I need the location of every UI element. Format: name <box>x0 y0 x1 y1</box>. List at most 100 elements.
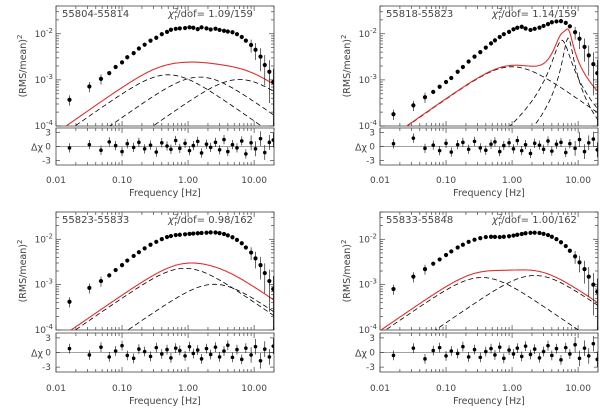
residual-point <box>515 346 520 350</box>
data-point <box>164 234 170 240</box>
data-point <box>217 231 222 236</box>
chi-subscript: r <box>498 220 501 228</box>
residual-point <box>154 150 159 154</box>
data-point <box>483 45 488 50</box>
residual-point <box>249 353 253 357</box>
data-point <box>136 250 141 255</box>
y-tick-label: 10-2 <box>35 232 53 245</box>
y-axis-label-text: (RMS/mean) <box>342 39 353 97</box>
y-tick-exponent: -4 <box>370 119 378 127</box>
data-point <box>541 23 546 29</box>
data-point <box>523 231 528 236</box>
data-point <box>262 270 267 276</box>
data-point <box>422 95 428 100</box>
model-component-curve <box>434 275 598 330</box>
residual-point <box>537 356 542 360</box>
x-tick-label: 1.00 <box>502 176 522 186</box>
residual-point <box>137 347 141 351</box>
data-point <box>511 27 516 32</box>
y-tick-label: 10-3 <box>359 278 377 291</box>
residual-point <box>437 148 442 153</box>
data-layer <box>67 25 274 126</box>
residual-point <box>478 146 483 150</box>
data-point <box>262 62 267 68</box>
y-axis-label: (RMS/mean)2 <box>340 35 353 98</box>
data-layer <box>391 19 598 126</box>
data-point <box>221 28 227 33</box>
data-point <box>443 79 449 85</box>
y-tick-label: 10-4 <box>359 323 378 336</box>
residual-point <box>235 347 239 352</box>
chi-square-label: χ2 r/dof= 1.09/159 <box>167 7 253 22</box>
data-point <box>532 230 537 235</box>
data-point <box>182 232 188 237</box>
residual-point <box>444 354 448 358</box>
data-point <box>173 26 178 31</box>
residual-point <box>87 353 92 357</box>
model-component-curve <box>509 39 598 126</box>
residual-point <box>511 352 516 356</box>
data-point <box>248 250 254 255</box>
residual-point <box>271 138 274 142</box>
residual-point <box>99 148 103 152</box>
data-point <box>472 237 477 242</box>
residual-point <box>107 355 112 359</box>
residual-point <box>142 349 147 354</box>
data-point <box>164 29 170 34</box>
data-point <box>391 112 396 117</box>
residual-point <box>222 349 226 353</box>
data-point <box>567 24 572 29</box>
chi-superscript: 2 <box>174 7 178 15</box>
data-point <box>391 286 396 292</box>
data-point <box>213 26 218 31</box>
residual-point <box>455 142 460 147</box>
data-point <box>199 230 204 236</box>
residual-point <box>230 355 235 360</box>
data-point <box>195 27 200 32</box>
residual-point <box>253 147 258 151</box>
residual-y-axis-label: Δχ <box>31 349 43 360</box>
data-point <box>554 237 559 242</box>
data-point <box>488 234 494 239</box>
residual-point <box>253 344 258 349</box>
x-tick-label: 1.00 <box>178 384 198 394</box>
residual-point <box>148 143 153 147</box>
residual-point <box>169 147 173 152</box>
residual-point <box>461 140 465 145</box>
data-point <box>87 84 92 89</box>
residual-point <box>183 141 187 146</box>
model-component-curve <box>533 37 598 126</box>
data-point <box>267 69 272 74</box>
y-tick-exponent: -3 <box>370 73 377 81</box>
y-tick-exponent: -3 <box>46 278 53 286</box>
data-point <box>591 61 596 67</box>
y-tick-base: 10 <box>359 76 371 86</box>
y-axis-label-sup: 2 <box>16 35 24 39</box>
residual-point <box>507 141 511 145</box>
y-tick-exponent: -2 <box>370 27 377 35</box>
residual-point <box>199 151 204 155</box>
chi-superscript: 2 <box>174 213 178 221</box>
y-tick-base: 10 <box>359 122 371 132</box>
chi-symbol: χ <box>167 9 175 20</box>
data-point <box>191 231 196 236</box>
residual-point <box>258 358 263 363</box>
chi-square-value: /dof= 1.00/162 <box>501 215 577 226</box>
y-tick-exponent: -3 <box>370 278 377 286</box>
residual-point <box>222 137 226 142</box>
residual-point <box>507 348 511 352</box>
data-point <box>67 299 72 304</box>
y-tick-exponent: -3 <box>46 73 53 81</box>
data-point <box>483 234 488 240</box>
y-tick-label: 10-2 <box>35 27 53 40</box>
total-model-curve <box>380 269 598 330</box>
residual-point <box>586 354 591 358</box>
data-point <box>422 267 428 272</box>
y-tick-exponent: -2 <box>46 232 53 240</box>
residual-point <box>466 147 471 152</box>
data-point <box>506 29 512 34</box>
data-point <box>577 260 582 265</box>
chi-square-label: χ2 r/dof= 0.98/162 <box>167 213 253 228</box>
residual-point <box>431 143 436 147</box>
data-point <box>449 75 454 81</box>
